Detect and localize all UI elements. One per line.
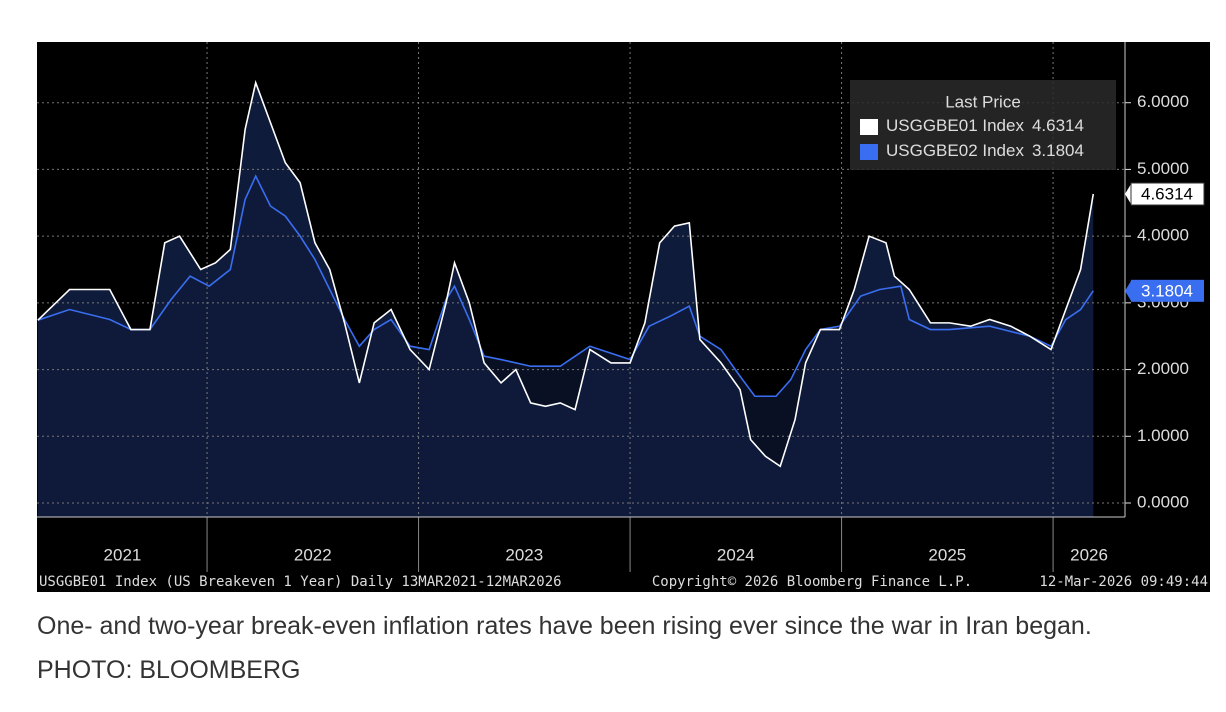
legend-entry: USGGBE02 Index 3.1804 [886,141,1084,160]
series-line [37,174,1094,398]
series-line [37,79,1095,468]
legend-swatch [860,144,878,160]
x-tick-label: 2024 [717,545,755,564]
last-value-label: 4.6314 [1141,184,1193,203]
legend-value: 3.1804 [1032,141,1084,160]
legend-name: USGGBE02 Index [886,141,1024,160]
legend-entry: USGGBE01 Index 4.6314 [886,116,1084,135]
last-value-badge [1130,182,1205,206]
legend-swatch [860,119,878,135]
area-fill [37,176,1094,517]
x-tick-label: 2021 [104,545,142,564]
legend-name: USGGBE01 Index [886,116,1024,135]
legend-box [850,80,1116,170]
y-tick-label: 0.0000 [1137,492,1189,511]
y-tick-label: 5.0000 [1137,159,1189,178]
credit: PHOTO: BLOOMBERG [37,656,301,684]
last-value-label: 3.1804 [1141,281,1193,300]
chart: 0.00001.00002.00003.00004.00005.00006.00… [37,42,1210,592]
y-tick-label: 4.0000 [1137,226,1189,245]
x-tick-label: 2026 [1070,545,1108,564]
caption: One- and two-year break-even inflation r… [37,612,1092,640]
y-tick-label: 6.0000 [1137,92,1189,111]
footer-right: 12-Mar-2026 09:49:44 [1039,574,1208,590]
x-tick-label: 2025 [928,545,966,564]
y-tick-label: 2.0000 [1137,359,1189,378]
x-tick-label: 2022 [294,545,332,564]
y-tick-label: 1.0000 [1137,426,1189,445]
last-value-badge [1131,279,1204,302]
badge-pointer [1125,184,1131,205]
footer-center: Copyright© 2026 Bloomberg Finance L.P. [652,574,972,590]
legend-value: 4.6314 [1032,116,1084,135]
badge-pointer [1125,280,1131,301]
x-tick-label: 2023 [505,545,543,564]
footer-left: USGGBE01 Index (US Breakeven 1 Year) Dai… [39,574,562,590]
legend-title: Last Price [945,92,1021,111]
